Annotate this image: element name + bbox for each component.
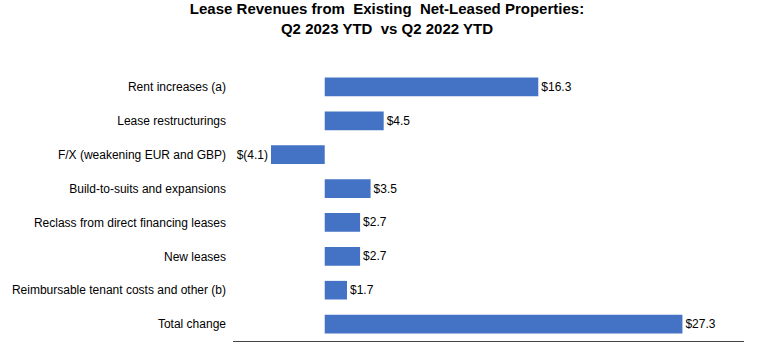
svg-text:Rent increases (a): Rent increases (a) bbox=[128, 80, 226, 94]
svg-text:Reimbursable tenant costs and: Reimbursable tenant costs and other (b) bbox=[12, 283, 226, 297]
svg-text:$3.5: $3.5 bbox=[374, 182, 398, 196]
svg-text:Total change: Total change bbox=[158, 317, 226, 331]
svg-text:$27.3: $27.3 bbox=[685, 317, 715, 331]
svg-text:Build-to-suits and expansions: Build-to-suits and expansions bbox=[69, 182, 226, 196]
svg-text:$2.7: $2.7 bbox=[363, 249, 387, 263]
svg-text:$16.3: $16.3 bbox=[541, 80, 571, 94]
svg-text:$1.7: $1.7 bbox=[350, 283, 374, 297]
svg-text:$2.7: $2.7 bbox=[363, 215, 387, 229]
svg-text:Lease Revenues from Existing: Lease Revenues from Existing Net-Leased … bbox=[190, 0, 584, 37]
svg-text:$(4.1): $(4.1) bbox=[237, 148, 268, 162]
svg-text:$4.5: $4.5 bbox=[387, 114, 411, 128]
svg-text:F/X (weakening EUR and GBP): F/X (weakening EUR and GBP) bbox=[58, 148, 226, 162]
svg-text:Lease restructurings: Lease restructurings bbox=[117, 114, 226, 128]
svg-text:New leases: New leases bbox=[164, 250, 226, 264]
svg-text:Reclass from direct financing: Reclass from direct financing leases bbox=[34, 216, 226, 230]
